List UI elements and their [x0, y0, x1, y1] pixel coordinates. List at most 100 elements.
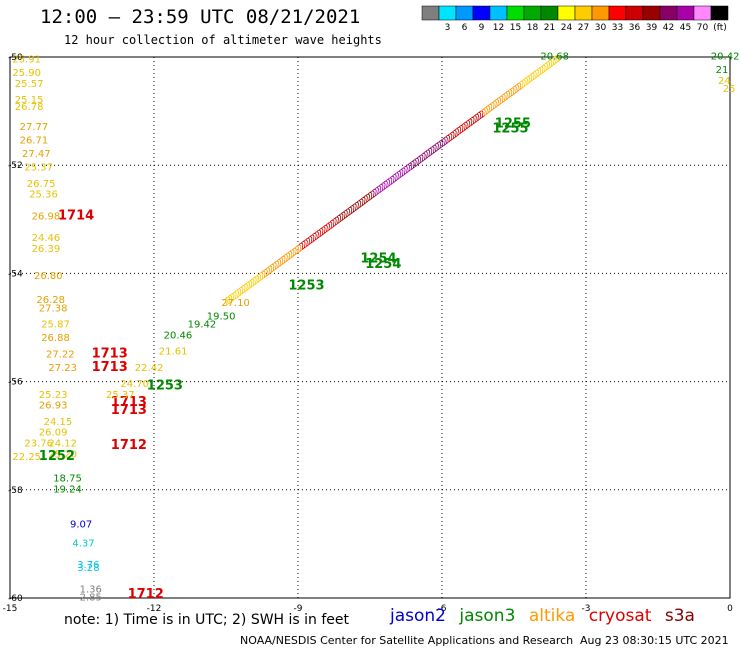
colorbar-label: 42	[663, 23, 674, 33]
data-label: 25.37	[106, 390, 135, 401]
track-mark: 2	[256, 272, 266, 284]
track-mark: 2	[433, 142, 443, 154]
track-mark: 2	[424, 148, 434, 160]
data-label: 25.91	[12, 54, 41, 65]
data-label: 1713	[92, 360, 128, 375]
data-label: 26.80	[34, 271, 63, 282]
track-mark: 2	[387, 176, 397, 188]
colorbar-label: 21	[544, 23, 555, 33]
data-label: 25.37	[24, 163, 53, 174]
data-label: 19.50	[207, 311, 236, 322]
track-mark: 2	[382, 179, 392, 191]
data-label: 26.39	[32, 244, 61, 255]
colorbar-label: 18	[527, 23, 539, 33]
track-mark: 2	[236, 287, 246, 299]
data-label: 1712	[111, 438, 147, 453]
track-mark: 2	[478, 109, 488, 121]
satellite-cryosat: cryosat	[588, 606, 652, 626]
colorbar-label: 33	[612, 23, 623, 33]
data-label: 1713	[111, 403, 147, 418]
track-mark: 2	[493, 98, 503, 110]
track-mark: 2	[293, 245, 303, 257]
data-label: 1.36	[80, 585, 102, 596]
data-label: 26.71	[20, 136, 49, 147]
track-mark: 2	[500, 93, 510, 105]
track-mark: 2	[469, 116, 479, 128]
data-label: 27.10	[221, 298, 250, 309]
track-mark: 2	[380, 181, 390, 193]
data-label: 22.25	[12, 452, 41, 463]
track-mark: 2	[391, 173, 401, 185]
track-mark: 2	[542, 62, 552, 74]
track-mark: 2	[227, 294, 237, 306]
data-label: 4.37	[72, 539, 94, 550]
data-label: 25.36	[29, 190, 58, 201]
track-mark: 2	[460, 122, 470, 134]
colorbar-swatch	[693, 5, 712, 21]
track-mark: 2	[400, 166, 410, 178]
data-label: 24	[718, 76, 731, 87]
satellite-jason2: jason2	[390, 606, 446, 626]
data-label: 21	[716, 65, 729, 76]
track-mark: 2	[369, 189, 379, 201]
track-mark: 2	[260, 269, 270, 281]
colorbar-swatch	[455, 5, 474, 21]
track-mark: 2	[262, 267, 272, 279]
data-label: 27.77	[20, 122, 49, 133]
track-mark: 2	[353, 200, 363, 212]
track-mark: 2	[336, 214, 346, 226]
track-mark: 2	[491, 99, 501, 111]
x-tick-label: -6	[438, 604, 447, 614]
track-mark: 2	[449, 130, 459, 142]
track-mark: 2	[416, 155, 426, 167]
colorbar-label: 27	[578, 23, 589, 33]
data-label: 3.76	[77, 560, 99, 571]
data-label: 25.87	[41, 320, 70, 331]
track-mark: 2	[498, 94, 508, 106]
track-mark: 2	[413, 156, 423, 168]
colorbar-swatch	[557, 5, 576, 21]
data-label: 1712	[128, 587, 164, 602]
track-mark: 2	[544, 60, 554, 72]
track-mark: 2	[371, 187, 381, 199]
colorbar-label: 39	[646, 23, 658, 33]
data-label: 19.42	[188, 320, 217, 331]
track-mark: 2	[264, 266, 274, 278]
track-mark: 2	[473, 112, 483, 124]
track-mark: 2	[287, 249, 297, 261]
track-mark: 2	[342, 209, 352, 221]
track-mark: 2	[282, 253, 292, 265]
footer-timestamp: Aug 23 08:30:15 UTC 2021	[580, 634, 729, 647]
track-mark: 2	[487, 102, 497, 114]
track-mark: 2	[320, 225, 330, 237]
x-tick-label: -3	[582, 604, 591, 614]
colorbar-swatch	[710, 5, 729, 21]
colorbar-swatch	[676, 5, 695, 21]
track-mark: 2	[444, 133, 454, 145]
colorbar-swatch	[574, 5, 593, 21]
data-label: 3.28	[77, 563, 99, 574]
data-label: 18.75	[53, 474, 82, 485]
track-mark: 2	[418, 153, 428, 165]
colorbar-label: 24	[561, 23, 573, 33]
track-mark: 2	[407, 161, 417, 173]
track-mark: 2	[429, 145, 439, 157]
track-mark: 2	[267, 264, 277, 276]
data-label: 2.85	[80, 593, 102, 604]
track-mark: 2	[396, 169, 406, 181]
data-label: 1253	[288, 279, 324, 294]
data-label: 25.15	[15, 95, 44, 106]
track-mark: 2	[427, 147, 437, 159]
track-mark: 2	[511, 84, 521, 96]
data-label: 26.78	[15, 102, 44, 113]
data-label: 24.12	[48, 439, 77, 450]
track-mark: 2	[271, 261, 281, 273]
data-label: 24.46	[32, 233, 61, 244]
colorbar-label: 9	[479, 23, 485, 33]
track-mark: 2	[340, 210, 350, 222]
track-mark: 2	[258, 271, 268, 283]
satellite-legend: jason2 jason3 altika cryosat s3a	[390, 606, 703, 626]
data-label: 19.24	[53, 485, 82, 496]
track-mark: 2	[360, 196, 370, 208]
